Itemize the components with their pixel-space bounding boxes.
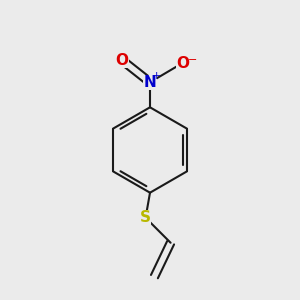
Text: +: + bbox=[152, 71, 161, 81]
Text: −: − bbox=[188, 55, 198, 65]
Text: S: S bbox=[140, 210, 151, 225]
Text: O: O bbox=[116, 53, 128, 68]
Text: N: N bbox=[144, 75, 156, 90]
Text: O: O bbox=[176, 56, 189, 70]
